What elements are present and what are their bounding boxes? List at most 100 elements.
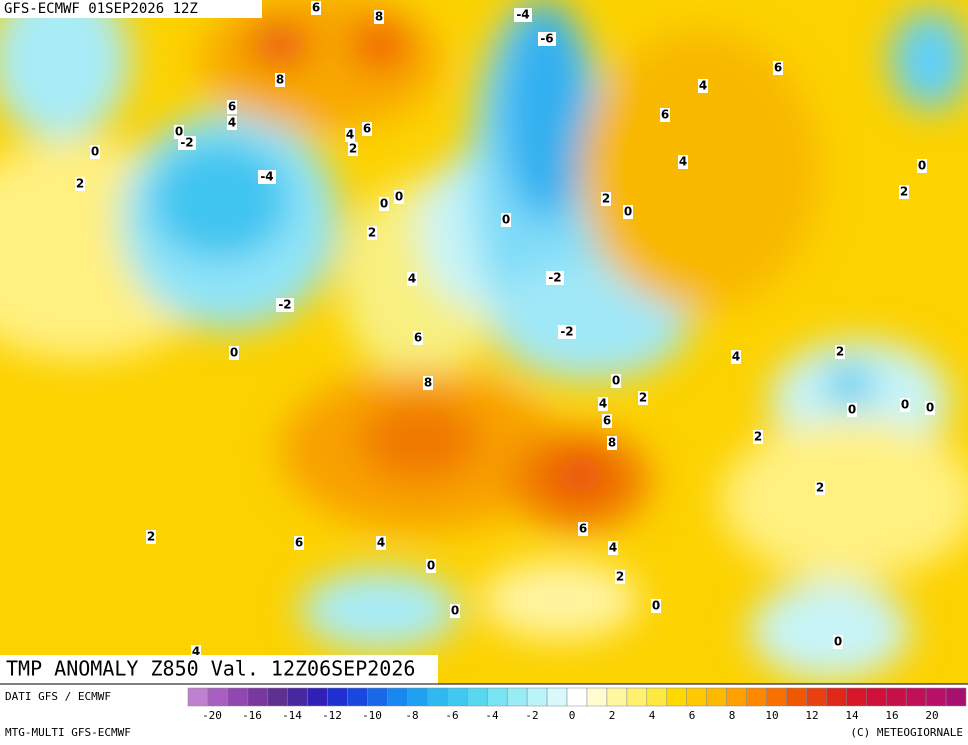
colorbar-box xyxy=(905,687,927,707)
contour-label-bg xyxy=(615,570,625,584)
contour-label: 4 xyxy=(408,272,416,286)
colorbar-box xyxy=(307,687,328,707)
contour-label-bg xyxy=(407,272,417,286)
contour-label: -2 xyxy=(560,325,573,339)
contour-label: 2 xyxy=(147,530,155,544)
colorbar-label: 6 xyxy=(689,709,696,722)
contour-label: 2 xyxy=(900,185,908,199)
contour-label-bg xyxy=(450,604,460,618)
colorbar-box xyxy=(367,687,388,707)
contour-label-bg xyxy=(367,226,377,240)
contour-label: 6 xyxy=(228,100,236,114)
contour-label-bg xyxy=(374,10,384,24)
contour-label-bg xyxy=(75,177,85,191)
contour-label-bg xyxy=(660,108,670,122)
contour-label-bg xyxy=(773,61,783,75)
contour-label: 8 xyxy=(375,10,383,24)
contour-label: 6 xyxy=(774,61,782,75)
contour-label: 6 xyxy=(414,331,422,345)
contour-label: -4 xyxy=(516,8,529,22)
contour-label-bg xyxy=(146,530,156,544)
contour-label: -4 xyxy=(260,170,273,184)
contour-label: 2 xyxy=(816,481,824,495)
contour-label-bg xyxy=(558,325,576,339)
contour-label-bg xyxy=(362,122,372,136)
contour-label: -6 xyxy=(540,32,553,46)
contour-label-bg xyxy=(900,398,910,412)
contour-label-bg xyxy=(275,73,285,87)
colorbar-label: 4 xyxy=(649,709,656,722)
contour-label: -2 xyxy=(548,271,561,285)
colorbar-box xyxy=(227,687,249,707)
colorbar-box xyxy=(746,687,767,707)
colorbar-box xyxy=(786,687,807,707)
contour-label: 4 xyxy=(732,350,740,364)
contour-label: 2 xyxy=(349,142,357,156)
contour-label-bg xyxy=(227,100,237,114)
contour-label-bg xyxy=(376,536,386,550)
colorbar-label: -14 xyxy=(282,709,302,722)
contour-label: 8 xyxy=(608,436,616,450)
colorbar-box xyxy=(247,687,269,707)
colorbar-box xyxy=(945,687,967,707)
contour-label-bg xyxy=(578,522,588,536)
colorbar-box xyxy=(546,687,568,707)
colorbar-box xyxy=(287,687,308,707)
contour-label: 6 xyxy=(295,536,303,550)
colorbar-label: -4 xyxy=(485,709,499,722)
contour-label-bg xyxy=(611,374,621,388)
colorbar-box xyxy=(925,687,947,707)
colorbar: -20 -16 -14 -12 -10 -8 -6 -4 -2 0 2 4 6 8 10 12 14 16 20 xyxy=(187,687,967,722)
colorbar-label: 16 xyxy=(885,709,898,722)
contour-label-bg xyxy=(847,403,857,417)
colorbar-box xyxy=(826,687,847,707)
contour-label-bg xyxy=(608,541,618,555)
contour-label-bg xyxy=(602,414,612,428)
colorbar-box xyxy=(486,687,508,707)
contour-label: 4 xyxy=(599,397,607,411)
contour-label-bg xyxy=(514,8,532,22)
colorbar-box xyxy=(467,687,488,707)
contour-label-bg xyxy=(413,331,423,345)
contour-label-bg xyxy=(598,397,608,411)
contour-label-bg xyxy=(538,32,556,46)
contour-label-bg xyxy=(345,128,355,142)
contour-label: 2 xyxy=(639,391,647,405)
contour-label: 4 xyxy=(609,541,617,555)
colorbar-box xyxy=(327,687,348,707)
contour-label-bg xyxy=(426,559,436,573)
colorbar-box xyxy=(885,687,907,707)
contour-label-bg xyxy=(601,192,611,206)
header-box xyxy=(0,0,262,18)
colorbar-box xyxy=(806,687,827,707)
contour-label-bg xyxy=(348,142,358,156)
colorbar-box xyxy=(526,687,548,707)
contour-label: 2 xyxy=(754,430,762,444)
contour-label-bg xyxy=(607,436,617,450)
contour-label: 0 xyxy=(612,374,620,388)
contour-label-bg xyxy=(258,170,276,184)
contour-label: 6 xyxy=(579,522,587,536)
contour-label-bg xyxy=(294,536,304,550)
colorbar-label: 10 xyxy=(765,709,778,722)
contour-label: 8 xyxy=(276,73,284,87)
contour-label: 0 xyxy=(901,398,909,412)
colorbar-box xyxy=(427,687,448,707)
contour-label-bg xyxy=(623,205,633,219)
contour-label: 0 xyxy=(834,635,842,649)
copyright: (C) METEOGIORNALE xyxy=(850,726,963,739)
contour-label-bg xyxy=(833,635,843,649)
contour-label-bg xyxy=(90,145,100,159)
colorbar-label: -20 xyxy=(202,709,222,722)
contour-label: 0 xyxy=(926,401,934,415)
model-label: MTG-MULTI GFS-ECMWF xyxy=(5,726,131,739)
contour-label: 0 xyxy=(395,190,403,204)
contour-label-bg xyxy=(311,1,321,15)
contour-label: 0 xyxy=(91,145,99,159)
contour-label-bg xyxy=(191,645,201,659)
contour-label: 4 xyxy=(679,155,687,169)
contour-label-bg xyxy=(917,159,927,173)
colorbar-label: 14 xyxy=(845,709,859,722)
